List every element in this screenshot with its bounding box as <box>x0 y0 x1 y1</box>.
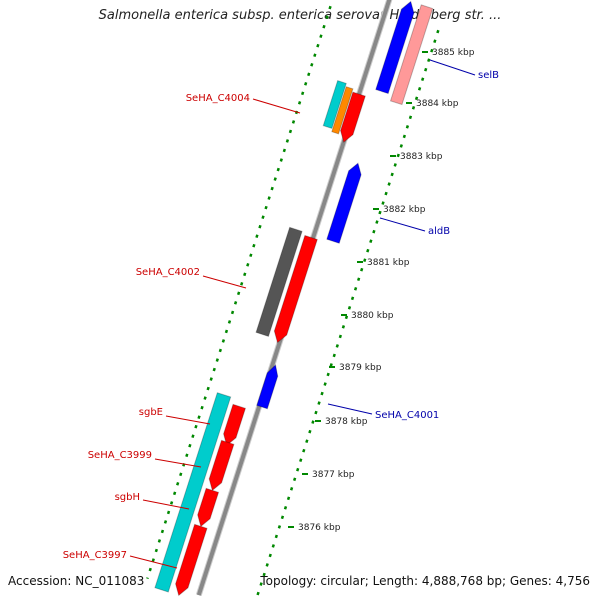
gene-label-sgbh[interactable]: sgbH <box>115 492 140 503</box>
tick-label-3878: 3878 kbp <box>325 417 368 427</box>
gene-feature-6[interactable] <box>255 226 303 337</box>
gene-label-aldb[interactable]: aldB <box>428 226 450 237</box>
gene-label-seha_c3997[interactable]: SeHA_C3997 <box>63 550 127 561</box>
gene-label-seha_c4002[interactable]: SeHA_C4002 <box>136 267 200 278</box>
callout-line-2 <box>165 415 211 425</box>
gene-feature-2[interactable] <box>322 80 347 130</box>
callout-line-5 <box>129 555 178 569</box>
accession-text: Accession: NC_011083 <box>8 574 145 588</box>
callout-line-0 <box>252 98 301 114</box>
gene-label-sgbe[interactable]: sgbE <box>139 407 163 418</box>
gene-feature-1[interactable] <box>389 4 434 106</box>
gene-feature-9[interactable] <box>154 392 232 593</box>
callout-line-4 <box>142 499 190 510</box>
tick-label-3883: 3883 kbp <box>400 152 443 162</box>
gene-feature-5[interactable] <box>326 162 362 244</box>
callout-line-6 <box>429 59 476 76</box>
gene-feature-0[interactable] <box>375 0 415 95</box>
gene-feature-11[interactable] <box>208 439 235 492</box>
tick-label-3877: 3877 kbp <box>312 470 355 480</box>
gene-feature-7[interactable] <box>273 234 318 344</box>
tick-label-3885: 3885 kbp <box>432 48 475 58</box>
tick-label-3876: 3876 kbp <box>298 523 341 533</box>
gene-feature-13[interactable] <box>175 523 208 597</box>
gene-feature-3[interactable] <box>331 86 354 135</box>
gene-label-seha_c4001[interactable]: SeHA_C4001 <box>375 410 439 421</box>
tick-label-3882: 3882 kbp <box>383 205 426 215</box>
callout-line-1 <box>202 275 247 289</box>
gene-feature-10[interactable] <box>223 403 247 447</box>
tick-label-3881: 3881 kbp <box>367 258 410 268</box>
tick-label-3884: 3884 kbp <box>416 99 459 109</box>
callout-line-3 <box>154 458 202 468</box>
inner-tick-band <box>146 0 334 580</box>
callout-line-7 <box>379 217 426 232</box>
gene-feature-12[interactable] <box>197 487 220 528</box>
genome-stats-text: Topology: circular; Length: 4,888,768 bp… <box>260 574 590 588</box>
gene-feature-8[interactable] <box>256 364 279 410</box>
callout-line-8 <box>327 403 373 415</box>
gene-feature-4[interactable] <box>340 91 366 143</box>
gene-label-seha_c3999[interactable]: SeHA_C3999 <box>88 450 152 461</box>
tick-label-3879: 3879 kbp <box>339 363 382 373</box>
outer-tick-band <box>254 29 440 600</box>
gene-label-seha_c4004[interactable]: SeHA_C4004 <box>186 93 250 104</box>
gene-label-selb[interactable]: selB <box>478 70 499 81</box>
tick-label-3880: 3880 kbp <box>351 311 394 321</box>
